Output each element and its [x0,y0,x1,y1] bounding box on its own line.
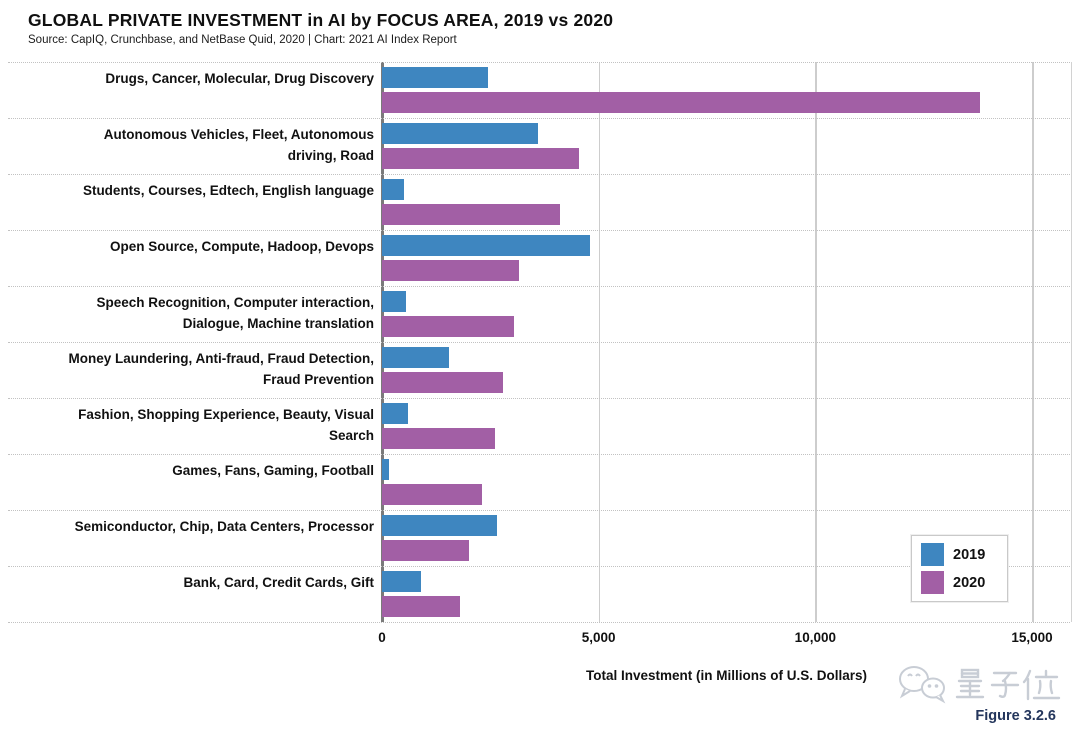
bar-2020 [382,204,560,225]
legend-label-2020: 2020 [953,574,986,591]
bar-2020 [382,596,460,617]
x-axis-ticks: 0 5,000 10,000 15,000 [378,630,1071,650]
wechat-logo-icon [899,666,946,704]
chart-source-note: Source: CapIQ, Crunchbase, and NetBase Q… [28,34,457,46]
bar-2019 [382,515,497,536]
figure-number-label: Figure 3.2.6 [975,708,1056,724]
row-separator [8,454,1070,455]
x-tick-label: 5,000 [581,630,616,645]
legend-item-2020: 2020 [921,571,1007,594]
legend: 2019 2020 [911,535,1008,602]
category-label: Open Source, Compute, Hadoop, Devops [109,239,374,254]
bar-2020 [382,92,980,113]
row-separator [8,62,1070,63]
x-axis-title: Total Investment (in Millions of U.S. Do… [585,668,868,683]
bar-2019 [382,67,489,88]
watermark [896,664,1062,706]
row-separator [8,342,1070,343]
row-separator [8,566,1070,567]
bar-2019 [382,403,408,424]
bar-2019 [382,347,450,368]
bar-2019 [382,179,404,200]
bar-2020 [382,260,519,281]
category-label: Autonomous Vehicles, Fleet, Autonomous dr… [103,127,374,163]
watermark-logotype [955,668,1061,701]
chart-region: Drugs, Cancer, Molecular, Drug Discovery… [0,62,1080,623]
row-separator [8,118,1070,119]
x-tick-label: 10,000 [794,630,836,645]
category-label: Money Laundering, Anti-fraud, Fraud Dete… [68,351,374,387]
category-label: Games, Fans, Gaming, Football [172,463,374,478]
row-separator [8,230,1070,231]
bar-2020 [382,484,482,505]
legend-swatch-2020 [921,571,944,594]
row-separator [8,398,1070,399]
x-tick-label: 15,000 [1011,630,1053,645]
legend-label-2019: 2019 [953,546,986,563]
legend-item-2019: 2019 [921,543,1007,566]
category-label: Speech Recognition, Computer interaction… [96,295,374,331]
category-label: Bank, Card, Credit Cards, Gift [183,575,374,590]
category-label: Students, Courses, Edtech, English langu… [82,183,374,198]
row-separator [8,622,1070,623]
row-separator [8,174,1070,175]
bar-2019 [382,123,538,144]
category-label: Semiconductor, Chip, Data Centers, Proce… [74,519,374,534]
bar-2019 [382,571,421,592]
bar-2020 [382,428,495,449]
bar-2019 [382,235,590,256]
category-label-area: Drugs, Cancer, Molecular, Drug Discovery… [0,62,374,622]
bar-2019 [382,459,390,480]
bar-2020 [382,540,469,561]
bar-2019 [382,291,406,312]
row-separator [8,510,1070,511]
x-tick-label: 0 [378,630,386,645]
category-label: Drugs, Cancer, Molecular, Drug Discovery [105,71,374,86]
legend-swatch-2019 [921,543,944,566]
bar-2020 [382,316,515,337]
row-separator [8,286,1070,287]
category-label: Fashion, Shopping Experience, Beauty, Vi… [78,407,374,443]
bar-2020 [382,372,504,393]
chart-title: GLOBAL PRIVATE INVESTMENT in AI by FOCUS… [28,10,614,30]
bar-2020 [382,148,580,169]
